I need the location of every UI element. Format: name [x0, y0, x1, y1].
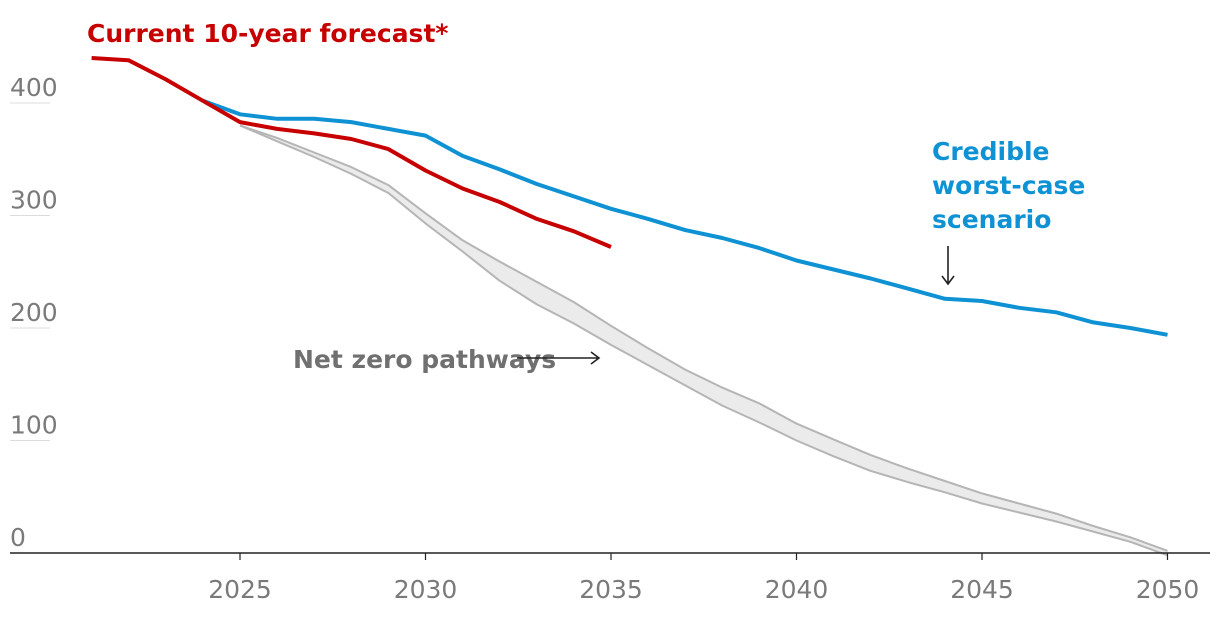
x-tick-labels: 2025 2030 2035 2040 2045 2050 — [208, 575, 1199, 604]
y-tick-label-100: 100 — [10, 411, 58, 440]
y-tick-label-400: 400 — [10, 73, 58, 102]
x-tick-label-2045: 2045 — [950, 575, 1014, 604]
x-tick-label-2040: 2040 — [765, 575, 829, 604]
worst-case-arrow-icon — [941, 246, 955, 286]
series-line-current — [91, 56, 612, 249]
series-line-worst — [202, 98, 1168, 337]
x-tick-label-2030: 2030 — [394, 575, 458, 604]
x-axis — [10, 552, 1210, 560]
worst-case-label-line-2: worst-case — [932, 171, 1085, 200]
net-zero-label: Net zero pathways — [293, 345, 556, 374]
worst-case-label-line-1: Credible — [932, 137, 1050, 166]
gridlines — [10, 102, 50, 441]
y-tick-label-0: 0 — [10, 523, 26, 552]
y-tick-label-300: 300 — [10, 186, 58, 215]
current-forecast-label: Current 10-year forecast* — [87, 19, 448, 48]
worst-case-label-line-3: scenario — [932, 205, 1051, 234]
y-tick-labels: 0 100 200 300 400 — [10, 73, 58, 552]
x-tick-label-2035: 2035 — [579, 575, 643, 604]
y-tick-label-200: 200 — [10, 298, 58, 327]
series-line-netzero-upper — [239, 124, 1168, 552]
net-zero-arrow-icon — [517, 351, 601, 365]
x-tick-label-2025: 2025 — [208, 575, 272, 604]
series-lines — [91, 56, 1168, 557]
x-tick-label-2050: 2050 — [1136, 575, 1200, 604]
annotations: Current 10-year forecast* Credible worst… — [87, 19, 1085, 374]
series-line-netzero-lower — [239, 124, 1168, 557]
